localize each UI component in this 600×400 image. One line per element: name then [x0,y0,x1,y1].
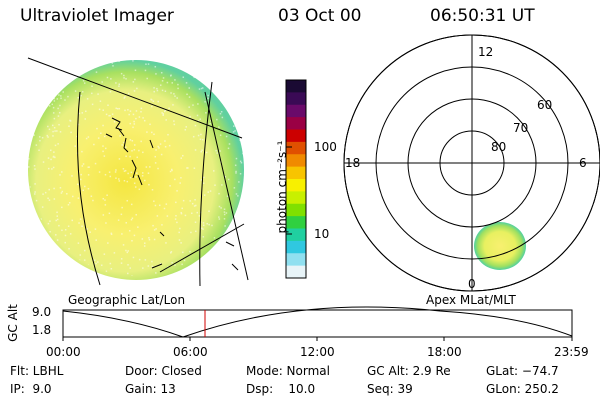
colorbar [286,80,306,279]
colorbar-band [286,179,306,192]
info-door: Door: Closed [125,364,202,378]
colorbar-band [286,253,306,267]
mlt-label-left: 18 [345,156,361,170]
info-filter: Flt: LBHL [10,364,64,378]
info-seq: Seq: 39 [367,382,413,396]
info-gain: Gain: 13 [125,382,176,396]
aurora-oval [474,222,526,270]
timeline-xtick-0: 00:00 [46,345,81,359]
instrument-title: Ultraviolet Imager [20,6,174,26]
timeline-ytick-bottom: 1.8 [32,323,52,337]
colorbar-band [286,129,306,143]
colorbar-band [286,203,306,217]
geographic-caption: Geographic Lat/Lon [68,293,186,307]
info-dsp: Dsp: 10.0 [246,382,316,396]
polar-plot [343,34,600,292]
altitude-timeline [62,306,573,341]
mlat-label-70: 70 [513,121,529,135]
mlt-label-bottom: 0 [468,277,476,291]
colorbar-band [286,191,306,205]
mlt-label-top: 12 [478,45,494,59]
info-ip: IP: 9.0 [10,382,52,396]
colorbar-band [286,166,306,180]
colorbar-band [286,228,306,242]
apex-caption: Apex MLat/MLT [426,293,516,307]
info-glat: GLat: −74.7 [486,364,559,378]
timeline-ytick-top: 9.0 [32,305,52,319]
info-mode: Mode: Normal [246,364,330,378]
timeline-xtick-3: 18:00 [427,345,462,359]
timeline-xtick-2: 12:00 [300,345,335,359]
colorbar-unit-label: photon cm⁻²s⁻¹ [275,140,289,234]
colorbar-band [286,117,306,130]
colorbar-frame [285,79,307,279]
colorbar-band [286,141,306,155]
colorbar-band [286,240,306,254]
info-glon: GLon: 250.2 [486,382,559,396]
colorbar-band [286,92,306,106]
timeline-xtick-1: 06:00 [173,345,208,359]
geographic-image [27,57,249,287]
time-label: 06:50:31 UT [430,6,535,26]
mlat-label-60: 60 [537,98,553,112]
timeline-ylabel: GC Alt [5,304,20,342]
colorbar-band [286,265,306,279]
mlt-label-right: 6 [579,156,587,170]
info-gc-alt: GC Alt: 2.9 Re [367,364,451,378]
colorbar-band [286,216,306,229]
colorbar-tick-100: 100 [314,140,337,154]
colorbar-band [286,104,306,118]
date-label: 03 Oct 00 [278,6,362,26]
timeline-xtick-4: 23:59 [554,345,589,359]
colorbar-band [286,80,306,93]
colorbar-tick-10: 10 [314,227,330,241]
mlat-label-80: 80 [491,140,507,154]
colorbar-band [286,154,306,168]
